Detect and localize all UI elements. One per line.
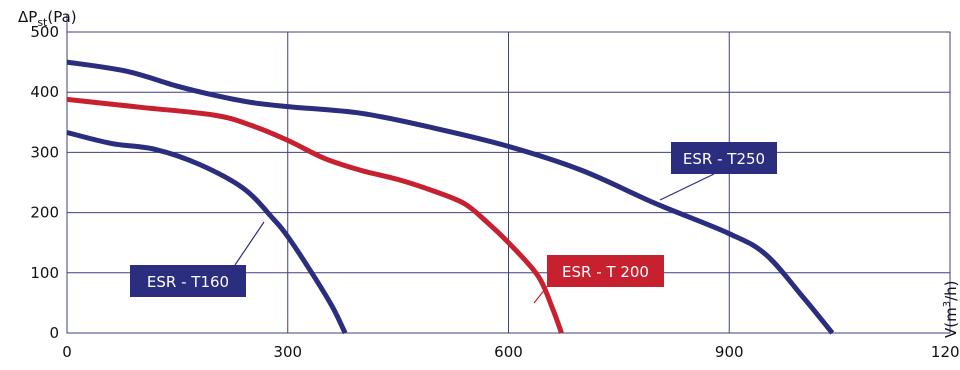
callout-esr-t160-box [130,265,246,297]
grid [66,14,951,334]
tick-layer: 0 100 200 300 400 500 0 300 600 900 1200 [30,23,960,361]
x-tick-label: 0 [62,343,72,361]
series-esr-t200-line [66,96,564,334]
series-layer [66,59,835,335]
y-tick-label: 400 [30,83,59,101]
y-tick-label: 500 [30,23,59,41]
y-tick-label: 100 [30,264,59,282]
callout-esr-t200-box [547,255,664,287]
x-tick-label: 600 [494,343,523,361]
y-axis-title: ΔPst(Pa) [18,8,77,29]
x-tick-label: 900 [715,343,744,361]
x-tick-label: 1200 [931,343,960,361]
x-tick-label: 300 [273,343,302,361]
callout-leader-line [659,173,715,201]
callout-leader-line [234,221,265,266]
x-axis-title: V(m3/h) [942,280,960,338]
callout-esr-t250-label: ESR - T250 [683,150,765,168]
callout-esr-t200-label: ESR - T 200 [562,263,649,281]
y-tick-label: 300 [30,143,59,161]
y-tick-label: 200 [30,204,59,222]
series-esr-t250-line [66,59,835,335]
y-tick-label: 0 [49,324,59,342]
callout-esr-t250-box [671,142,777,174]
callout-layer: ESR - T160 ESR - T 200 ESR - T250 [130,142,777,304]
series-esr-t160-line [66,130,348,335]
callout-esr-t160-label: ESR - T160 [147,273,229,291]
